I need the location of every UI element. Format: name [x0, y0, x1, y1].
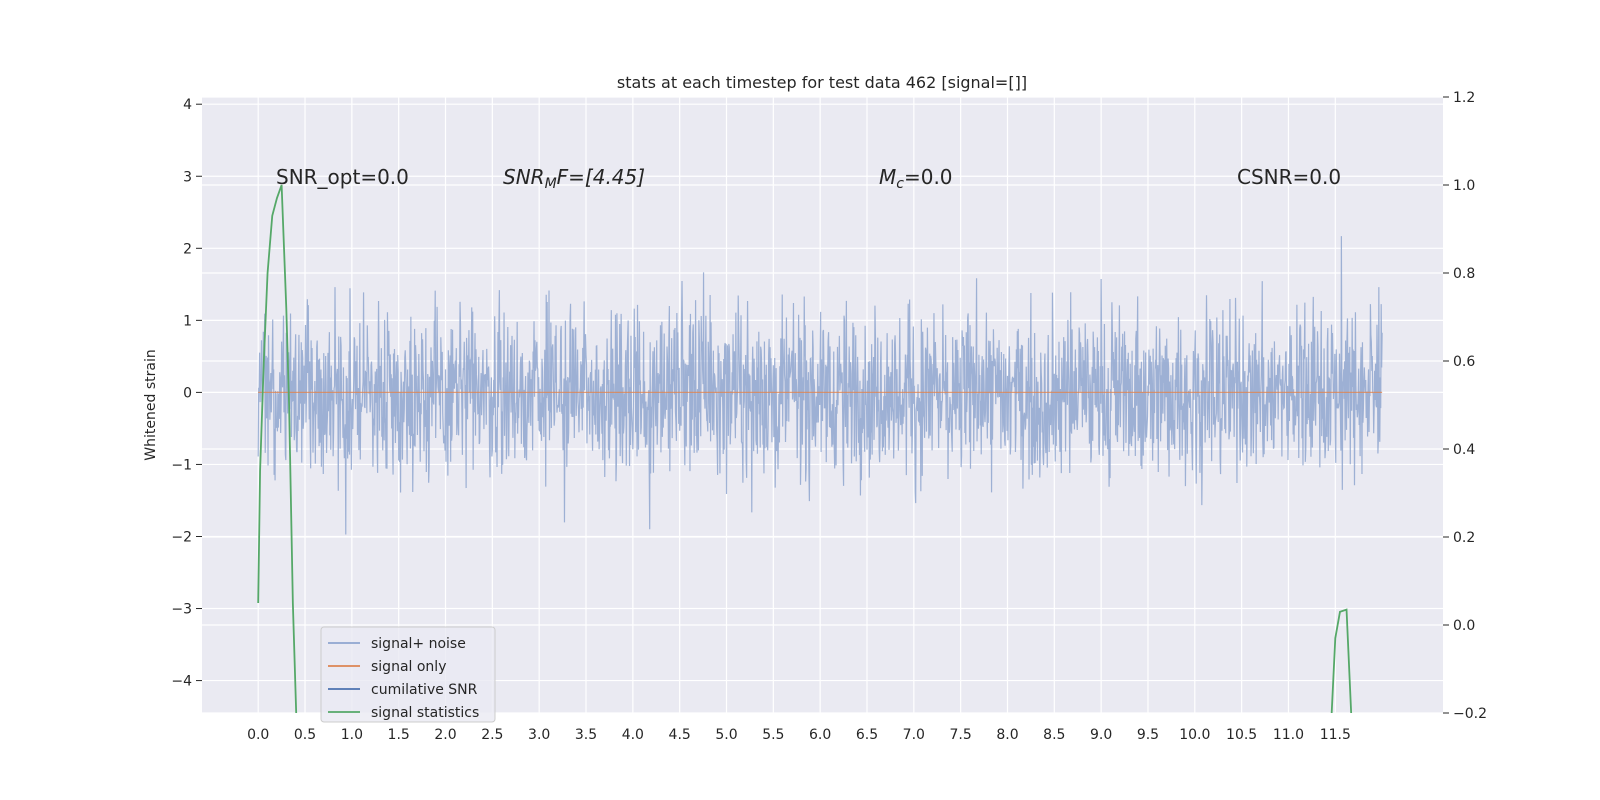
y-tick-label: 2	[183, 241, 192, 257]
annotation-snr-mf-main: SNR	[503, 165, 545, 189]
y-tick-label: −4	[171, 674, 192, 690]
annotation-snr-mf-sub: M	[545, 176, 557, 192]
annotation-snr-mf: SNRMF=[4.45]	[503, 165, 645, 192]
legend-entry-label: signal only	[371, 659, 446, 675]
signal-statistics-line	[1330, 608, 1353, 713]
legend: signal+ noise signal only cumilative SNR si…	[320, 626, 496, 723]
y-tick-label: 4	[183, 97, 192, 113]
x-tick-label: 0.0	[247, 727, 269, 743]
annotation-snr-opt: SNR_opt=0.0	[276, 165, 409, 189]
y-tick-label: −3	[171, 602, 192, 618]
x-tick-label: 11.0	[1273, 727, 1304, 743]
y2-tick-label: 1.0	[1453, 178, 1475, 194]
annotation-mc: Mc=0.0	[879, 165, 953, 192]
x-tick-label: 9.0	[1090, 727, 1112, 743]
x-tick-label: 1.5	[388, 727, 410, 743]
x-tick-label: 6.0	[809, 727, 831, 743]
x-tick-label: 3.0	[528, 727, 550, 743]
x-tick-label: 10.5	[1226, 727, 1257, 743]
y-axis-left: 4 3 2 1 0 −1 −2 −3 −4	[171, 97, 202, 690]
annotation-mc-rest: =0.0	[904, 165, 953, 189]
chart-title: stats at each timestep for test data 462…	[617, 73, 1027, 92]
y2-tick-label: 0.0	[1453, 618, 1475, 634]
annotation-csnr: CSNR=0.0	[1237, 165, 1341, 189]
x-tick-label: 11.5	[1320, 727, 1351, 743]
x-tick-label: 10.0	[1179, 727, 1210, 743]
x-tick-label: 2.5	[481, 727, 503, 743]
series-signal-plus-noise	[257, 236, 1383, 535]
y2-tick-label: 1.2	[1453, 90, 1475, 106]
x-tick-label: 4.5	[669, 727, 691, 743]
x-axis: 0.0 0.5 1.0 1.5 2.0 2.5 3.0 3.5 4.0 4.5 5.0 5.5 6.0 6…	[247, 727, 1351, 743]
series-signal-statistics	[257, 184, 1353, 713]
y2-tick-label: 0.8	[1453, 266, 1475, 282]
legend-entry-label: cumilative SNR	[371, 682, 478, 698]
y-tick-label: −1	[171, 457, 192, 473]
x-tick-label: 3.5	[575, 727, 597, 743]
x-tick-label: 2.0	[434, 727, 456, 743]
signal-plus-noise-line	[257, 236, 1383, 535]
x-tick-label: 5.5	[762, 727, 784, 743]
y2-tick-label: 0.6	[1453, 354, 1475, 370]
annotation-mc-main: M	[879, 165, 896, 189]
legend-entry-label: signal+ noise	[371, 636, 466, 652]
y-axis-label: Whitened strain	[143, 349, 159, 460]
y-tick-label: 0	[183, 385, 192, 401]
y-axis-right: 1.2 1.0 0.8 0.6 0.4 0.2 0.0 −0.2	[1443, 90, 1487, 722]
annotation-snr-mf-rest: F=[4.45]	[557, 165, 645, 189]
x-tick-label: 8.5	[1043, 727, 1065, 743]
y-tick-label: 3	[183, 169, 192, 185]
x-tick-label: 6.5	[856, 727, 878, 743]
legend-box	[320, 626, 496, 723]
y2-tick-label: 0.4	[1453, 442, 1475, 458]
annotation-mc-sub: c	[896, 176, 904, 192]
x-tick-label: 7.0	[903, 727, 925, 743]
x-tick-label: 8.0	[996, 727, 1018, 743]
y-tick-label: −2	[171, 529, 192, 545]
y2-tick-label: −0.2	[1453, 706, 1487, 722]
x-tick-label: 0.5	[294, 727, 316, 743]
signal-statistics-line	[257, 184, 298, 713]
x-tick-label: 9.5	[1137, 727, 1159, 743]
x-tick-label: 5.0	[715, 727, 737, 743]
y2-tick-label: 0.2	[1453, 530, 1475, 546]
x-tick-label: 4.0	[622, 727, 644, 743]
legend-entry-label: signal statistics	[371, 705, 479, 721]
x-tick-label: 1.0	[341, 727, 363, 743]
x-tick-label: 7.5	[950, 727, 972, 743]
y-tick-label: 1	[183, 313, 192, 329]
